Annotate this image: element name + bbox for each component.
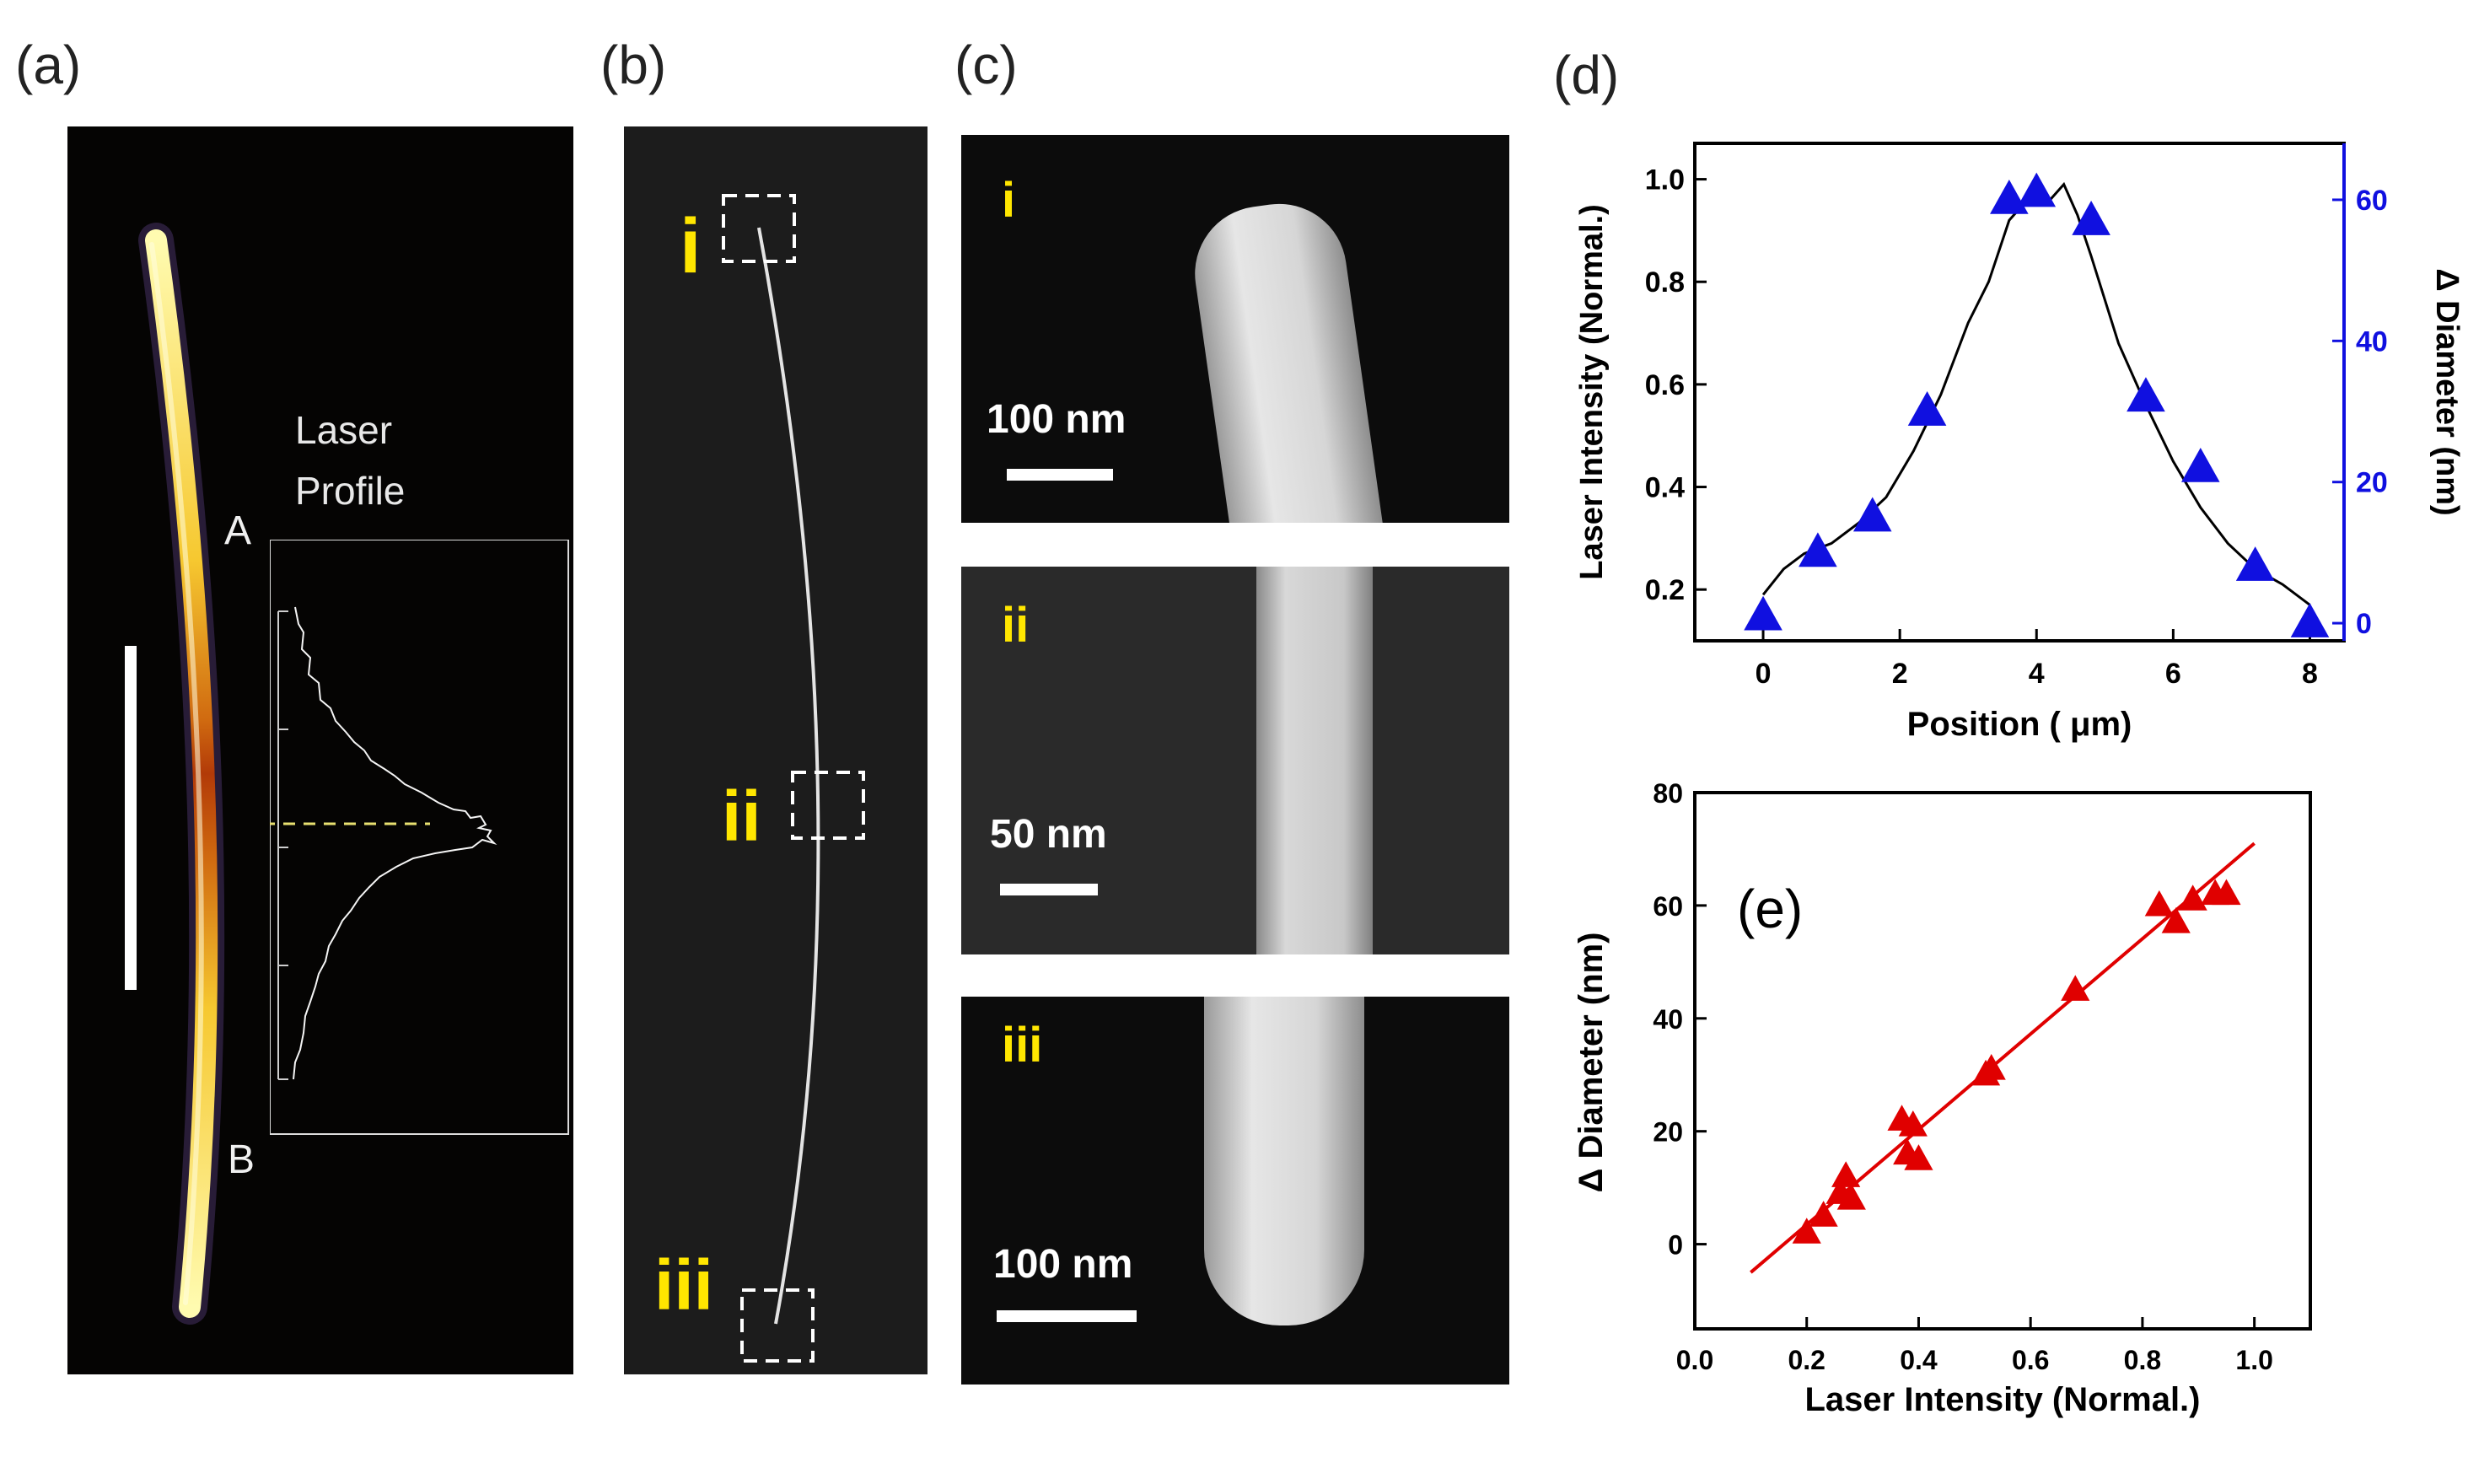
chart-e-point bbox=[1831, 1161, 1861, 1187]
chart-d-diameter-point bbox=[2290, 603, 2330, 637]
chart-d-xtick-label: 6 bbox=[2165, 658, 2181, 690]
chart-e-point bbox=[1904, 1144, 1933, 1170]
chart-d-diameter-point bbox=[2072, 201, 2110, 235]
inset-iii-scale-text: 100 nm bbox=[993, 1242, 1133, 1287]
chart-d-ylabel-left: Laser Intensity (Normal.) bbox=[1574, 204, 1610, 580]
chart-e-xlabel: Laser Intensity (Normal.) bbox=[1804, 1381, 2200, 1418]
chart-e-point bbox=[1809, 1201, 1838, 1227]
nanowire-tip-top bbox=[1186, 195, 1384, 523]
chart-e-xtick-label: 0.2 bbox=[1788, 1345, 1825, 1375]
panel-label-c: (c) bbox=[954, 35, 1018, 95]
chart-e-point bbox=[1792, 1218, 1821, 1244]
chart-d-xtick-label: 8 bbox=[2302, 658, 2318, 690]
inset-ii-label: ii bbox=[1002, 598, 1030, 653]
region-label-ii: ii bbox=[722, 777, 761, 856]
chart-d-xtick-label: 0 bbox=[1756, 658, 1772, 690]
panel-label-d: (d) bbox=[1553, 45, 1620, 105]
chart-d-ytick-left-label: 0.4 bbox=[1645, 472, 1685, 504]
chart-e-xtick-label: 0.0 bbox=[1676, 1345, 1713, 1375]
chart-d-diameter-point bbox=[1852, 497, 1892, 532]
inset-i-label: i bbox=[1002, 173, 1016, 228]
chart-e-point bbox=[2161, 906, 2191, 933]
region-box-iii bbox=[740, 1288, 815, 1363]
laser-profile-label-line1: Laser bbox=[295, 408, 393, 452]
chart-e-ytick-label: 20 bbox=[1653, 1117, 1683, 1148]
chart-d-diameter-point bbox=[1907, 391, 1947, 426]
chart-d-ytick-right-label: 60 bbox=[2356, 185, 2388, 217]
nanowire-glow bbox=[138, 223, 225, 1325]
chart-d-diameter-point bbox=[1744, 595, 1782, 631]
chart-e-xtick-label: 0.8 bbox=[2124, 1345, 2161, 1375]
chart-e-plot-frame bbox=[1693, 791, 2312, 1331]
chart-d-ytick-left-label: 0.8 bbox=[1645, 266, 1685, 298]
region-box-ii bbox=[791, 771, 865, 840]
chart-d-ytick-left-label: 0.2 bbox=[1645, 574, 1685, 606]
chart-d-diameter-point bbox=[1990, 179, 2029, 214]
chart-e-ytick-label: 0 bbox=[1668, 1230, 1683, 1261]
laser-profile-inset bbox=[270, 540, 569, 1135]
chart-e-point bbox=[2144, 890, 2174, 917]
chart-e-point bbox=[1836, 1184, 1866, 1210]
laser-profile-label-line2: Profile bbox=[295, 469, 406, 513]
chart-e-xtick-label: 0.4 bbox=[1900, 1345, 1938, 1375]
chart-d-intensity-line bbox=[1761, 181, 2311, 606]
chart-d-ytick-right-label: 0 bbox=[2356, 608, 2372, 640]
chart-e-xtick-label: 1.0 bbox=[2235, 1345, 2272, 1375]
inset-i-scale-text: 100 nm bbox=[987, 397, 1126, 442]
inset-i-scale-bar bbox=[1007, 469, 1113, 481]
chart-d-ytick-left-label: 0.6 bbox=[1645, 369, 1685, 401]
chart-d-ylabel-right: Δ Diameter (nm) bbox=[2429, 268, 2462, 515]
panel-label-b: (b) bbox=[600, 35, 667, 95]
chart-e-point bbox=[2212, 879, 2241, 906]
panel-c-inset-ii: ii 50 nm bbox=[961, 567, 1509, 954]
panel-b-wire bbox=[722, 194, 865, 1363]
panel-b-sem-overview: i ii iii bbox=[624, 126, 928, 1374]
panel-c-inset-i: i 100 nm bbox=[961, 135, 1509, 523]
panel-label-a: (a) bbox=[15, 35, 82, 95]
chart-e-ytick-label: 60 bbox=[1653, 891, 1683, 922]
chart-d-xlabel: Position ( μm) bbox=[1907, 706, 2132, 743]
panel-a-optical-image: Laser Profile A B bbox=[67, 126, 573, 1374]
point-a-label: A bbox=[224, 508, 252, 553]
laser-profile-trace bbox=[293, 606, 497, 1080]
inset-ii-scale-text: 50 nm bbox=[990, 812, 1107, 857]
chart-e-xtick-label: 0.6 bbox=[2012, 1345, 2049, 1375]
chart-d: 0 2 4 6 8 0.2 0.4 0.6 0.8 1.0 0 20 40 60 Position ( μ… bbox=[1574, 142, 2462, 743]
panel-a-scale-bar bbox=[125, 646, 137, 990]
inset-iii-label: iii bbox=[1002, 1018, 1043, 1073]
chart-e-ytick-label: 40 bbox=[1653, 1004, 1683, 1035]
chart-d-xtick-label: 4 bbox=[2029, 658, 2045, 690]
chart-d-diameter-point bbox=[2017, 172, 2057, 207]
chart-e-point bbox=[2061, 975, 2090, 1001]
point-b-label: B bbox=[228, 1137, 255, 1182]
chart-e-ytick-label: 80 bbox=[1653, 778, 1683, 809]
chart-d-diameter-point bbox=[2180, 447, 2220, 482]
chart-d-xtick-label: 2 bbox=[1892, 658, 1908, 690]
chart-e: 0.0 0.2 0.4 0.6 0.8 1.0 0 20 40 60 80 (e) Laser In… bbox=[1573, 778, 2312, 1418]
region-label-i: i bbox=[680, 203, 702, 289]
chart-d-ytick-right-label: 40 bbox=[2356, 325, 2388, 358]
region-box-i bbox=[722, 194, 796, 263]
chart-e-annotation: (e) bbox=[1737, 879, 1803, 939]
chart-d-diameter-point bbox=[2127, 377, 2165, 412]
panel-c-inset-iii: iii 100 nm bbox=[961, 997, 1509, 1385]
chart-e-ylabel: Δ Diameter (nm) bbox=[1573, 933, 1610, 1193]
region-label-iii: iii bbox=[654, 1245, 714, 1325]
chart-e-point bbox=[2178, 884, 2207, 911]
chart-d-ytick-left-label: 1.0 bbox=[1645, 164, 1685, 196]
chart-e-point bbox=[1898, 1110, 1928, 1137]
nanowire-tip-bottom bbox=[1204, 997, 1364, 1325]
inset-ii-scale-bar bbox=[1000, 884, 1098, 895]
chart-d-diameter-point bbox=[1799, 532, 1837, 567]
inset-iii-scale-bar bbox=[997, 1310, 1137, 1322]
nanowire-middle bbox=[1256, 567, 1373, 954]
chart-d-ytick-right-label: 20 bbox=[2356, 467, 2388, 499]
chart-d-diameter-point bbox=[2235, 546, 2275, 581]
chart-e-point bbox=[1976, 1054, 2006, 1080]
